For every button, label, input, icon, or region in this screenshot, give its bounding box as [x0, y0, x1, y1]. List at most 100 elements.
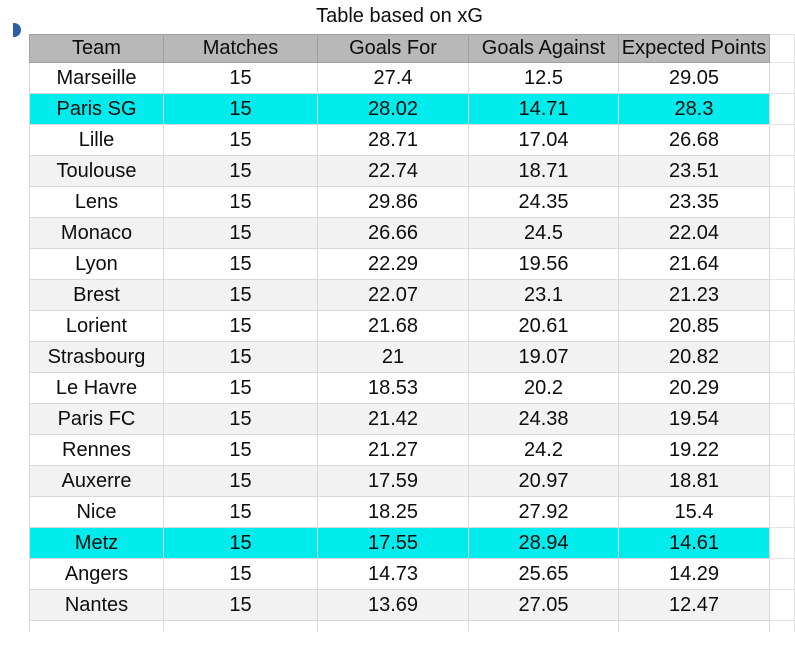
matches-cell[interactable]: 15 [163, 62, 318, 94]
matches-cell[interactable]: 15 [163, 341, 318, 373]
goals-for-cell[interactable]: 18.53 [317, 372, 469, 404]
table-row-nantes[interactable]: Nantes 15 13.69 27.05 12.47 [29, 589, 795, 621]
team-cell[interactable]: Le Havre [29, 372, 164, 404]
table-row-marseille[interactable]: Marseille 15 27.4 12.5 29.05 [29, 62, 795, 94]
goals-for-cell[interactable]: 27.4 [317, 62, 469, 94]
matches-cell[interactable]: 15 [163, 93, 318, 125]
goals-against-cell[interactable]: 24.38 [468, 403, 619, 435]
team-cell[interactable]: Lille [29, 124, 164, 156]
goals-against-cell[interactable]: 20.61 [468, 310, 619, 342]
table-row-toulouse[interactable]: Toulouse 15 22.74 18.71 23.51 [29, 155, 795, 187]
goals-against-cell[interactable]: 20.2 [468, 372, 619, 404]
team-cell[interactable]: Lorient [29, 310, 164, 342]
goals-against-cell[interactable]: 25.65 [468, 558, 619, 590]
expected-points-cell[interactable]: 26.68 [618, 124, 770, 156]
expected-points-cell[interactable]: 15.4 [618, 496, 770, 528]
table-row-monaco[interactable]: Monaco 15 26.66 24.5 22.04 [29, 217, 795, 249]
goals-against-cell[interactable]: 27.05 [468, 589, 619, 621]
goals-for-cell[interactable]: 21.68 [317, 310, 469, 342]
matches-cell[interactable]: 15 [163, 465, 318, 497]
expected-points-cell[interactable]: 20.82 [618, 341, 770, 373]
table-row-paris-sg[interactable]: Paris SG 15 28.02 14.71 28.3 [29, 93, 795, 125]
goals-for-cell[interactable]: 14.73 [317, 558, 469, 590]
expected-points-cell[interactable]: 19.22 [618, 434, 770, 466]
team-cell[interactable]: Toulouse [29, 155, 164, 187]
team-cell[interactable]: Strasbourg [29, 341, 164, 373]
expected-points-cell[interactable]: 12.47 [618, 589, 770, 621]
goals-for-cell[interactable]: 29.86 [317, 186, 469, 218]
table-row-lens[interactable]: Lens 15 29.86 24.35 23.35 [29, 186, 795, 218]
goals-against-cell[interactable]: 18.71 [468, 155, 619, 187]
table-row-rennes[interactable]: Rennes 15 21.27 24.2 19.22 [29, 434, 795, 466]
table-row-auxerre[interactable]: Auxerre 15 17.59 20.97 18.81 [29, 465, 795, 497]
expected-points-cell[interactable]: 28.3 [618, 93, 770, 125]
goals-for-cell[interactable]: 17.55 [317, 527, 469, 559]
column-header-goals-for[interactable]: Goals For [317, 34, 469, 63]
expected-points-cell[interactable]: 21.23 [618, 279, 770, 311]
team-cell[interactable]: Metz [29, 527, 164, 559]
team-cell[interactable]: Nice [29, 496, 164, 528]
goals-for-cell[interactable]: 21.42 [317, 403, 469, 435]
goals-against-cell[interactable]: 24.35 [468, 186, 619, 218]
expected-points-cell[interactable]: 20.85 [618, 310, 770, 342]
team-cell[interactable]: Auxerre [29, 465, 164, 497]
team-cell[interactable]: Marseille [29, 62, 164, 94]
table-row-nice[interactable]: Nice 15 18.25 27.92 15.4 [29, 496, 795, 528]
table-row-lyon[interactable]: Lyon 15 22.29 19.56 21.64 [29, 248, 795, 280]
table-row-le-havre[interactable]: Le Havre 15 18.53 20.2 20.29 [29, 372, 795, 404]
table-row-paris-fc[interactable]: Paris FC 15 21.42 24.38 19.54 [29, 403, 795, 435]
matches-cell[interactable]: 15 [163, 372, 318, 404]
team-cell[interactable]: Rennes [29, 434, 164, 466]
goals-against-cell[interactable]: 19.56 [468, 248, 619, 280]
goals-against-cell[interactable]: 17.04 [468, 124, 619, 156]
goals-against-cell[interactable]: 27.92 [468, 496, 619, 528]
team-cell[interactable]: Brest [29, 279, 164, 311]
matches-cell[interactable]: 15 [163, 186, 318, 218]
matches-cell[interactable]: 15 [163, 124, 318, 156]
table-row-lille[interactable]: Lille 15 28.71 17.04 26.68 [29, 124, 795, 156]
team-cell[interactable]: Angers [29, 558, 164, 590]
expected-points-cell[interactable]: 22.04 [618, 217, 770, 249]
column-header-expected-points[interactable]: Expected Points [618, 34, 770, 63]
table-row-strasbourg[interactable]: Strasbourg 15 21 19.07 20.82 [29, 341, 795, 373]
goals-against-cell[interactable]: 14.71 [468, 93, 619, 125]
goals-for-cell[interactable]: 18.25 [317, 496, 469, 528]
matches-cell[interactable]: 15 [163, 434, 318, 466]
goals-against-cell[interactable]: 28.94 [468, 527, 619, 559]
goals-for-cell[interactable]: 21 [317, 341, 469, 373]
column-header-goals-against[interactable]: Goals Against [468, 34, 619, 63]
table-row-angers[interactable]: Angers 15 14.73 25.65 14.29 [29, 558, 795, 590]
matches-cell[interactable]: 15 [163, 155, 318, 187]
goals-for-cell[interactable]: 22.74 [317, 155, 469, 187]
table-row-metz[interactable]: Metz 15 17.55 28.94 14.61 [29, 527, 795, 559]
goals-against-cell[interactable]: 23.1 [468, 279, 619, 311]
table-row-brest[interactable]: Brest 15 22.07 23.1 21.23 [29, 279, 795, 311]
expected-points-cell[interactable]: 20.29 [618, 372, 770, 404]
expected-points-cell[interactable]: 14.61 [618, 527, 770, 559]
goals-for-cell[interactable]: 28.02 [317, 93, 469, 125]
team-cell[interactable]: Nantes [29, 589, 164, 621]
goals-against-cell[interactable]: 19.07 [468, 341, 619, 373]
expected-points-cell[interactable]: 23.35 [618, 186, 770, 218]
team-cell[interactable]: Monaco [29, 217, 164, 249]
matches-cell[interactable]: 15 [163, 248, 318, 280]
matches-cell[interactable]: 15 [163, 310, 318, 342]
goals-for-cell[interactable]: 17.59 [317, 465, 469, 497]
matches-cell[interactable]: 15 [163, 496, 318, 528]
goals-for-cell[interactable]: 22.07 [317, 279, 469, 311]
goals-against-cell[interactable]: 20.97 [468, 465, 619, 497]
expected-points-cell[interactable]: 14.29 [618, 558, 770, 590]
expected-points-cell[interactable]: 18.81 [618, 465, 770, 497]
goals-for-cell[interactable]: 21.27 [317, 434, 469, 466]
matches-cell[interactable]: 15 [163, 217, 318, 249]
team-cell[interactable]: Lens [29, 186, 164, 218]
column-header-matches[interactable]: Matches [163, 34, 318, 63]
goals-against-cell[interactable]: 24.2 [468, 434, 619, 466]
matches-cell[interactable]: 15 [163, 527, 318, 559]
expected-points-cell[interactable]: 19.54 [618, 403, 770, 435]
goals-against-cell[interactable]: 12.5 [468, 62, 619, 94]
team-cell[interactable]: Paris FC [29, 403, 164, 435]
table-row-lorient[interactable]: Lorient 15 21.68 20.61 20.85 [29, 310, 795, 342]
goals-for-cell[interactable]: 26.66 [317, 217, 469, 249]
goals-for-cell[interactable]: 28.71 [317, 124, 469, 156]
